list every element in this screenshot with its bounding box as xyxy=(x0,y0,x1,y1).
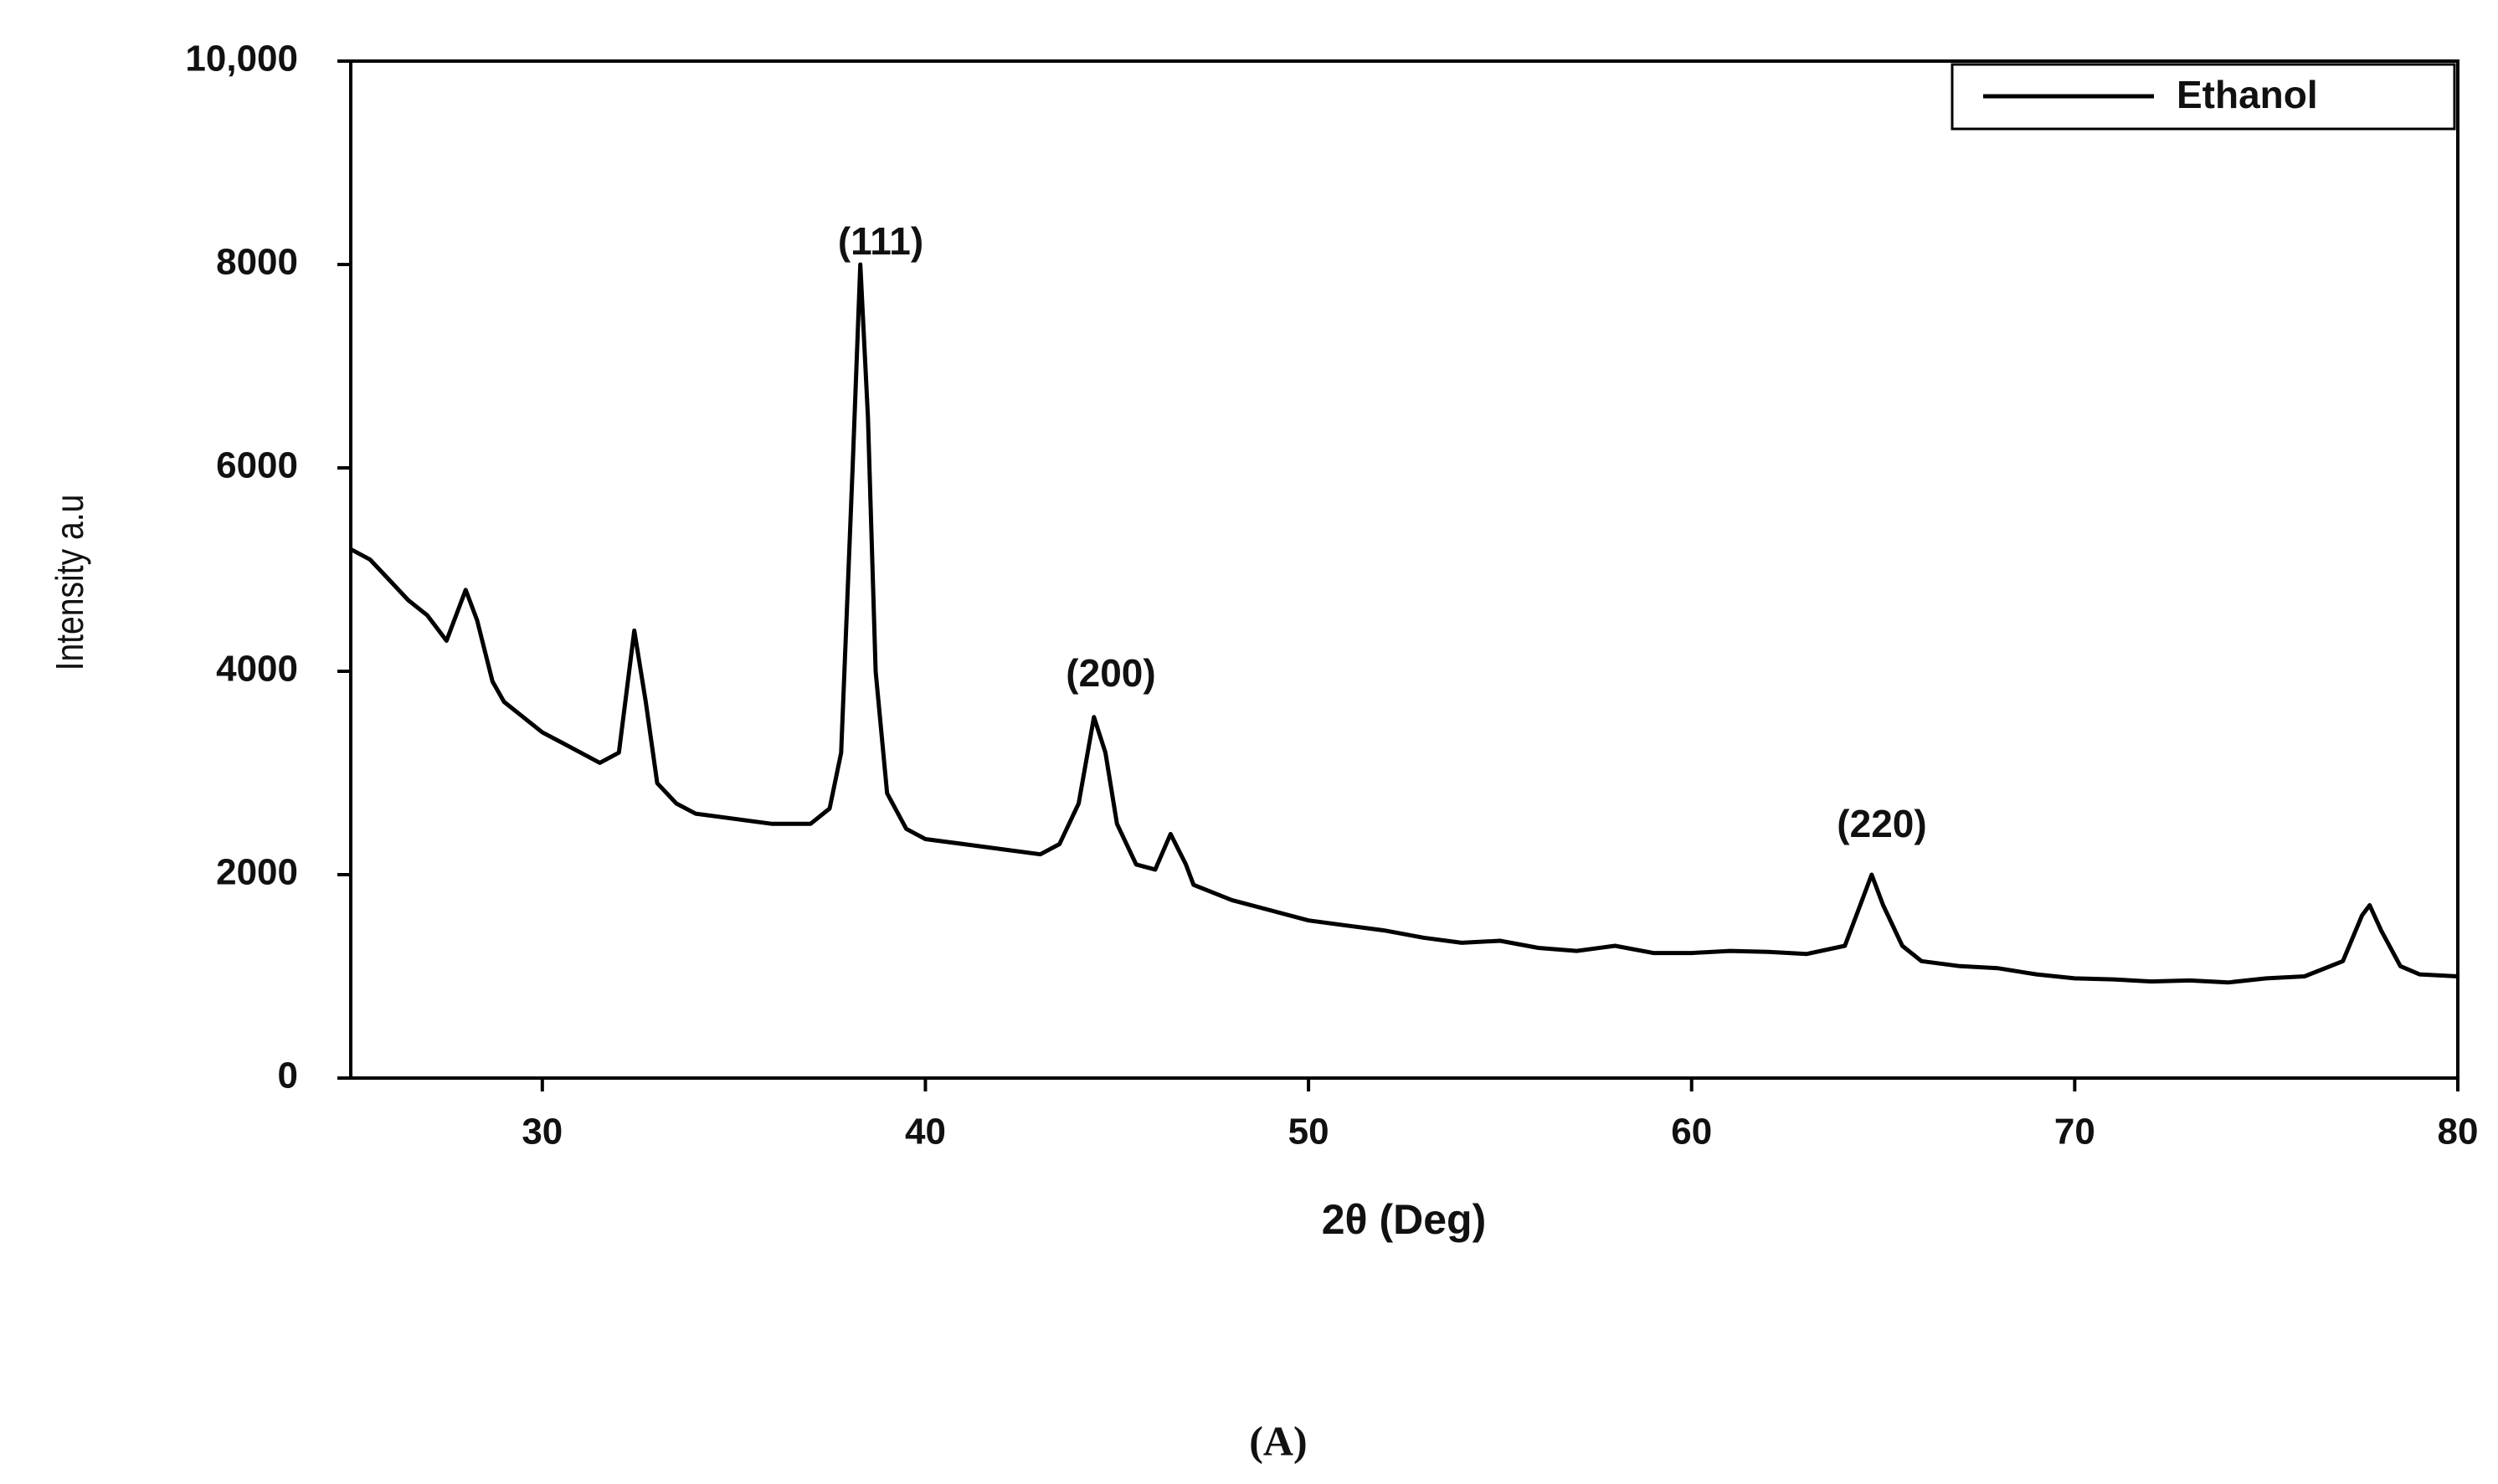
x-tick-label: 60 xyxy=(1671,1112,1712,1153)
caption: (A) xyxy=(1249,1417,1307,1464)
y-tick-label: 6000 xyxy=(216,445,298,486)
y-tick-label: 0 xyxy=(278,1055,298,1096)
y-tick-label: 4000 xyxy=(216,649,298,690)
y-tick-label: 10,000 xyxy=(185,39,298,80)
x-tick-label: 80 xyxy=(2438,1112,2479,1153)
data-line xyxy=(349,262,2459,985)
y-tick-label: 8000 xyxy=(216,242,298,283)
peak-annotation: (220) xyxy=(1837,802,1926,845)
legend-label: Ethanol xyxy=(2177,73,2318,116)
y-tick-label: 2000 xyxy=(216,852,298,893)
x-tick-label: 40 xyxy=(905,1112,946,1153)
x-tick-label: 70 xyxy=(2054,1112,2095,1153)
plot-frame xyxy=(349,59,2459,1080)
y-axis-label: Intensity a.u xyxy=(49,495,92,671)
x-axis-label: 2θ (Deg) xyxy=(1322,1196,1486,1243)
peak-annotation: (200) xyxy=(1066,651,1155,695)
peak-annotation: (111) xyxy=(838,219,923,263)
x-tick-label: 50 xyxy=(1288,1112,1329,1153)
x-tick-label: 30 xyxy=(522,1112,563,1153)
